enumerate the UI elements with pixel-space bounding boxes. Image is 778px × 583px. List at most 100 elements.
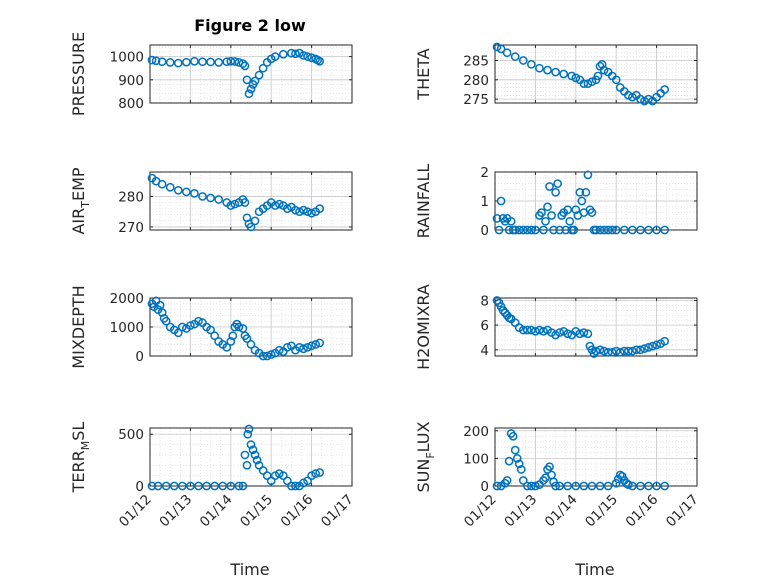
y-tick-label: 0 [135,479,144,495]
data-point [173,58,183,68]
y-tick-label: 280 [118,189,144,205]
data-point [581,187,591,197]
data-point [531,225,540,235]
data-point [198,192,207,201]
y-axis-label: H2OMIXRA [414,284,433,370]
subplot-4: 0 1 2 RAINFALL [414,164,698,239]
x-tick-label: 01/17 [318,492,357,531]
data-point [545,182,554,191]
data-point [623,480,633,489]
data-point [644,225,653,235]
data-point [230,199,240,209]
data-point [153,481,163,491]
data-point [615,470,625,480]
data-point [315,338,325,348]
data-point [652,481,661,491]
data-point [553,179,562,188]
data-point [190,189,199,198]
subplot-3: 270 280 AIRTEMP [69,167,353,236]
data-point [240,198,250,207]
data-point [173,328,183,338]
data-point [595,481,605,491]
data-point [571,73,581,83]
data-point [514,225,524,235]
data-point [295,342,304,352]
x-tick-label: 01/12 [116,492,155,531]
data-point [510,52,520,61]
data-point [571,205,581,215]
data-point [543,65,552,75]
data-point [628,481,637,491]
data-point [202,481,211,491]
data-point [147,55,157,65]
data-point [243,429,253,439]
y-tick-label: 100 [463,451,489,467]
data-point [569,225,579,235]
data-point [518,56,528,65]
data-point [648,341,657,351]
data-point [547,211,556,220]
y-tick-label: 900 [118,73,144,89]
data-point [567,71,577,81]
data-point [147,481,157,491]
data-point [210,331,219,341]
data-point [597,59,607,69]
data-point [593,71,603,81]
data-point [607,225,617,235]
data-point [246,440,256,449]
data-point [611,478,621,488]
data-point [603,347,613,357]
data-point [228,331,238,341]
data-point [518,225,528,235]
data-point [190,56,199,66]
data-point [198,57,207,67]
data-point [234,322,244,332]
data-point [494,225,504,235]
data-point [311,340,320,349]
data-point [194,316,203,326]
data-point [583,170,593,180]
y-axis-label: AIRTEMP [69,167,92,234]
axes-box [149,427,353,487]
data-point [632,345,641,355]
data-point [603,481,613,491]
y-axis-label: SUNFLUX [414,421,437,492]
data-point [559,69,569,79]
y-tick-label: 0 [480,223,489,239]
x-tick-label: 01/16 [278,492,317,531]
data-point [563,481,573,491]
data-point [234,481,244,491]
data-point [278,49,288,59]
y-tick-label: 285 [463,53,489,69]
y-tick-label: 1000 [110,320,144,336]
x-tick-label: 01/15 [582,492,621,531]
data-point [246,84,256,94]
y-axis-label: PRESSURE [69,32,88,116]
data-point [244,424,254,434]
data-point [545,462,554,472]
x-tick-label: 01/17 [663,492,702,531]
data-point [177,481,187,491]
data-point [522,225,532,235]
axes-box [149,44,353,104]
data-point [587,208,597,217]
data-point [169,481,179,491]
data-point [240,61,250,71]
data-point [563,329,573,339]
x-tick-label: 01/13 [501,492,540,531]
axes-box [494,44,698,104]
data-point [504,456,514,466]
data-point [508,431,518,441]
data-point [315,204,325,213]
data-point [250,76,260,86]
data-point [206,325,215,335]
data-point [531,481,540,491]
data-point [246,222,256,232]
data-point [652,340,661,350]
data-point [518,476,528,485]
data-point [583,329,593,339]
data-point [157,57,167,67]
subplot-6: 4 6 8 H2OMIXRA [414,284,698,370]
data-point [270,52,280,61]
data-point [161,316,171,326]
